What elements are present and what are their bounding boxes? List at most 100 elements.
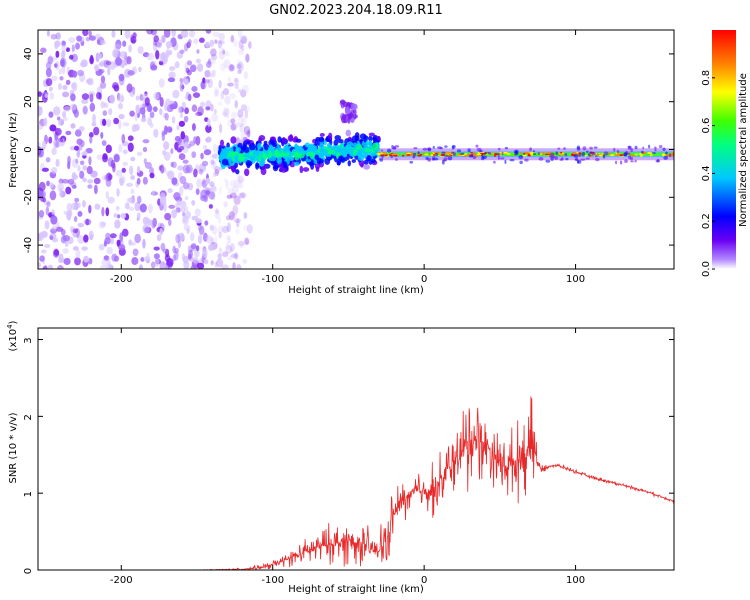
spectrogram-cell bbox=[229, 92, 236, 100]
spectrogram-cell bbox=[321, 148, 328, 156]
spectrogram-cell bbox=[67, 209, 73, 217]
spectrogram-cell bbox=[55, 60, 60, 71]
spectrogram-cell bbox=[406, 152, 411, 155]
spectrogram-cell bbox=[237, 109, 244, 118]
spectrogram-cell bbox=[162, 54, 168, 65]
spectrogram-cell bbox=[195, 58, 202, 64]
spectrogram-cell bbox=[467, 148, 471, 153]
spectrogram-cell bbox=[163, 151, 171, 161]
spectrogram-cell bbox=[55, 50, 60, 58]
spectrogram-cell bbox=[239, 122, 244, 128]
spectrogram-cell bbox=[559, 158, 563, 161]
spectrogram-cell bbox=[249, 155, 256, 161]
spectrogram-cell bbox=[371, 152, 376, 157]
spectrogram-cell bbox=[158, 78, 165, 88]
spectrogram-cell bbox=[280, 167, 288, 173]
spectrogram-cell bbox=[346, 153, 350, 160]
spectrogram-cell bbox=[74, 197, 80, 203]
spectrogram-cell bbox=[87, 184, 93, 189]
spectrogram-cell bbox=[272, 165, 279, 170]
spectrogram-cell bbox=[100, 264, 108, 269]
spectrogram-cell bbox=[165, 41, 173, 49]
spectrogram-cell bbox=[232, 151, 237, 157]
spectrogram-cell bbox=[88, 132, 94, 138]
spectrogram-cell bbox=[46, 201, 51, 208]
spectrogram-cell bbox=[255, 162, 260, 170]
spectrogram-cell bbox=[207, 78, 213, 89]
spectrogram-cell bbox=[102, 118, 107, 127]
spectrogram-cell bbox=[195, 188, 200, 195]
spectrogram-cell bbox=[237, 240, 245, 247]
spectrogram-cell bbox=[595, 158, 600, 162]
spectrogram-cell bbox=[80, 140, 85, 148]
spectrogram-cell bbox=[223, 201, 229, 208]
spectrogram-cell bbox=[178, 153, 186, 161]
spectrogram-cell bbox=[112, 49, 118, 58]
spectrogram-cell bbox=[82, 30, 89, 37]
spectrogram-cell bbox=[444, 145, 448, 148]
spectrogram-cell bbox=[121, 133, 126, 144]
spectrogram-cell bbox=[57, 83, 62, 91]
spectrogram-cell bbox=[239, 123, 243, 133]
spectrogram-cell bbox=[198, 168, 204, 175]
spectrogram-cell bbox=[105, 207, 110, 217]
spectrogram-cell bbox=[234, 100, 238, 109]
spectrogram-cell bbox=[211, 113, 219, 122]
spectrogram-cell bbox=[117, 119, 122, 130]
spectrogram-cell bbox=[236, 264, 242, 269]
spectrogram-cell bbox=[206, 189, 210, 197]
spectrogram-cell bbox=[550, 156, 554, 161]
spectrogram-cell bbox=[77, 211, 83, 217]
spectrogram-cell bbox=[509, 159, 515, 162]
spectrogram-cell bbox=[47, 56, 54, 65]
spectrogram-cell bbox=[108, 61, 116, 70]
spectrogram-cell bbox=[593, 146, 598, 149]
spectrogram-cell bbox=[244, 168, 250, 177]
spectrogram-cell bbox=[118, 244, 126, 251]
spectrogram-cell bbox=[55, 158, 60, 168]
spectrogram-cell bbox=[136, 212, 141, 219]
spectrogram-cell bbox=[43, 243, 51, 248]
spectrogram-cell bbox=[427, 157, 432, 162]
spectrogram-cell bbox=[388, 152, 392, 155]
spectrogram-cell bbox=[634, 153, 638, 156]
spectrogram-cell bbox=[100, 101, 106, 109]
spectrogram-cell bbox=[131, 257, 139, 266]
spectrogram-cell bbox=[89, 102, 96, 112]
spectrogram-cell bbox=[94, 203, 101, 210]
spectrogram-cell bbox=[135, 104, 140, 114]
spectrogram-cell bbox=[236, 63, 242, 70]
spectrogram-cell bbox=[62, 234, 70, 242]
spectrogram-cell bbox=[38, 181, 46, 192]
spectrogram-cell bbox=[156, 234, 162, 242]
spectrogram-cell bbox=[41, 167, 49, 172]
spectrogram-cell bbox=[323, 140, 327, 146]
spectrogram-cell bbox=[171, 161, 177, 169]
spectrogram-cell bbox=[194, 249, 200, 258]
spectrogram-cell bbox=[238, 39, 244, 50]
spectrogram-cell bbox=[196, 63, 204, 72]
spectrogram-cell bbox=[98, 221, 106, 229]
spectrogram-cell bbox=[127, 135, 134, 142]
colorbar-label: Normalized spectral amplitude bbox=[738, 73, 749, 227]
spectrogram-cell bbox=[372, 142, 379, 150]
spectrogram-cell bbox=[177, 232, 185, 242]
spectrogram-cell bbox=[212, 172, 217, 177]
spectrogram-cell bbox=[577, 159, 582, 164]
spectrogram-cell bbox=[77, 222, 85, 228]
spectrogram-cell bbox=[144, 97, 150, 106]
spectrogram-cell bbox=[226, 194, 233, 199]
spectrogram-cell bbox=[168, 127, 173, 133]
spectrogram-cell bbox=[500, 157, 505, 160]
spectrogram-cell bbox=[167, 77, 176, 83]
spectrogram-cell bbox=[138, 264, 144, 269]
spectrogram-cell bbox=[107, 67, 111, 76]
spectrogram-cell bbox=[586, 150, 589, 153]
spectrogram-cell bbox=[127, 70, 135, 76]
spectrogram-cell bbox=[142, 52, 150, 58]
spectrogram-cell bbox=[193, 136, 198, 144]
spectrogram-cell bbox=[72, 174, 78, 180]
spectrogram-cell bbox=[216, 258, 224, 268]
spectrogram-cell bbox=[236, 178, 243, 184]
